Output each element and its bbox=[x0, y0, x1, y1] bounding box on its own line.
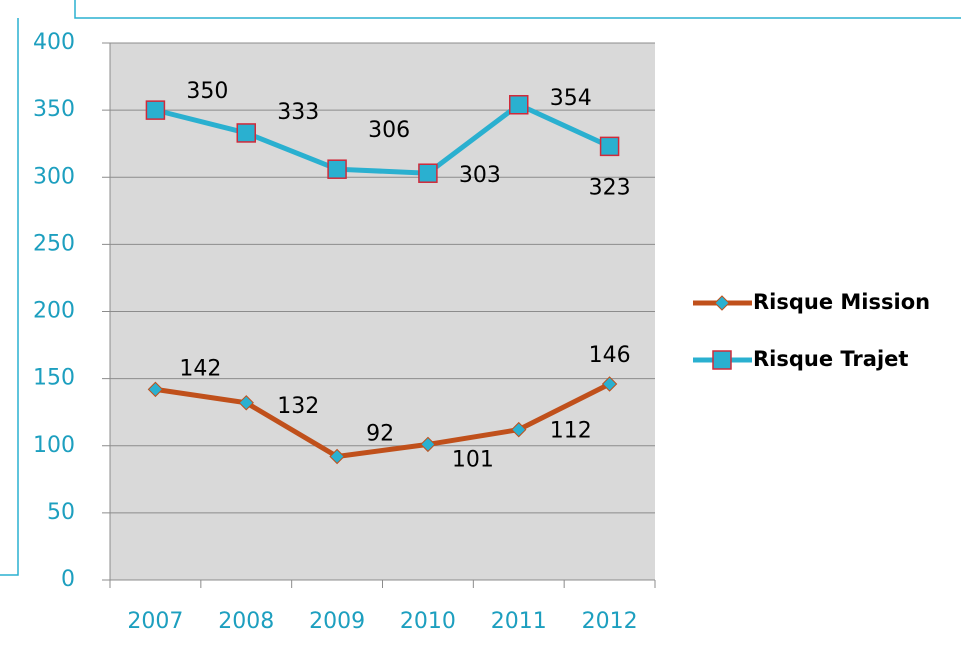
x-tick-label: 2007 bbox=[127, 609, 183, 634]
data-point bbox=[327, 159, 347, 179]
data-point bbox=[238, 395, 254, 411]
legend-label: Risque Trajet bbox=[753, 347, 908, 371]
data-label: 101 bbox=[452, 447, 494, 472]
data-point bbox=[418, 163, 438, 183]
x-tick-label: 2010 bbox=[400, 609, 456, 634]
y-tick-label: 300 bbox=[33, 164, 75, 189]
x-tick-label: 2008 bbox=[218, 609, 274, 634]
data-point bbox=[511, 421, 527, 438]
data-label: 112 bbox=[550, 419, 592, 444]
x-tick-label: 2009 bbox=[309, 609, 365, 634]
data-point bbox=[601, 376, 618, 392]
data-label: 142 bbox=[179, 356, 221, 381]
data-label: 303 bbox=[459, 163, 501, 188]
series-line bbox=[154, 101, 611, 176]
data-label: 354 bbox=[550, 86, 592, 111]
data-label: 92 bbox=[366, 421, 394, 446]
y-tick-label: 0 bbox=[61, 567, 75, 592]
data-label: 333 bbox=[277, 100, 319, 125]
frame bbox=[74, 0, 961, 19]
y-tick-label: 100 bbox=[33, 433, 75, 458]
series-line bbox=[155, 381, 611, 460]
legend-marker bbox=[712, 350, 732, 370]
data-point bbox=[329, 448, 345, 465]
data-label: 132 bbox=[277, 394, 319, 419]
x-tick-label: 2011 bbox=[491, 609, 547, 634]
data-label: 306 bbox=[368, 118, 410, 143]
data-point bbox=[145, 100, 166, 120]
data-label: 146 bbox=[589, 343, 631, 368]
data-point bbox=[147, 381, 164, 398]
data-label: 350 bbox=[186, 79, 228, 104]
legend-label: Risque Mission bbox=[753, 290, 930, 314]
x-tick-label: 2012 bbox=[582, 609, 638, 634]
y-tick-label: 150 bbox=[33, 366, 75, 391]
data-point bbox=[420, 436, 436, 453]
y-tick-label: 350 bbox=[33, 97, 75, 122]
data-point bbox=[509, 95, 529, 115]
y-tick-label: 50 bbox=[47, 500, 75, 525]
data-point bbox=[236, 123, 256, 143]
data-label: 323 bbox=[589, 175, 631, 200]
frame bbox=[0, 18, 19, 576]
y-tick-label: 200 bbox=[33, 299, 75, 324]
legend-marker bbox=[714, 295, 730, 311]
data-point bbox=[599, 136, 620, 157]
y-tick-label: 400 bbox=[33, 30, 75, 55]
y-tick-label: 250 bbox=[33, 231, 75, 256]
